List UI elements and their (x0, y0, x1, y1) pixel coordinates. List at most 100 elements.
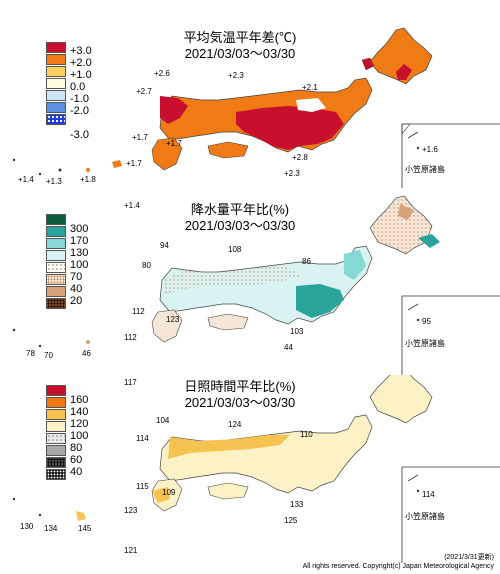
legend-label: 70 (70, 271, 83, 283)
temperature-title: 平均気温平年差(℃) 2021/03/03～03/30 (170, 30, 310, 62)
station-value: +1.7 (166, 139, 182, 148)
station-value: 103 (290, 327, 304, 336)
station-value: +1.3 (46, 177, 62, 186)
legend-label: 100 (70, 430, 89, 442)
legend-swatch (46, 274, 66, 285)
station-value: +1.8 (80, 175, 96, 184)
station-value: 95 (422, 317, 431, 326)
legend-label: -3.0 (70, 129, 89, 141)
station-value: 114 (422, 490, 435, 499)
legend-swatch (46, 54, 66, 65)
station-value: +2.1 (302, 83, 318, 92)
station-value: +1.4 (124, 201, 140, 210)
legend-label: +1.0 (70, 69, 92, 81)
legend-swatch (46, 214, 66, 225)
legend-swatch (46, 298, 66, 309)
station-value: 94 (160, 241, 169, 250)
station-value: +1.6 (422, 145, 438, 154)
station-value: +2.3 (228, 71, 244, 80)
legend-label: 160 (70, 394, 89, 406)
ogasawara-label: 小笠原諸島 (405, 339, 445, 348)
map-period: 2021/03/03～03/30 (184, 218, 296, 233)
legend-swatch (46, 469, 66, 480)
station-value: +1.7 (132, 133, 148, 142)
copyright: All rights reserved. Copyright(c) Japan … (302, 563, 494, 570)
station-value: 110 (300, 430, 313, 439)
legend-label: 170 (70, 235, 89, 247)
station-value: 114 (136, 434, 149, 443)
station-value: 112 (132, 307, 145, 316)
legend-label: 120 (70, 418, 89, 430)
map-title: 平均気温平年差(℃) (183, 30, 297, 45)
ogasawara-label: 小笠原諸島 (405, 165, 445, 174)
legend-label: 40 (70, 466, 83, 478)
ogasawara-label: 小笠原諸島 (405, 512, 445, 521)
legend-label: +2.0 (70, 57, 92, 69)
sunshine-panel: 160 140 120 100 80 60 40 日照時間平年比(%) 2021… (0, 375, 500, 563)
map-period: 2021/03/03～03/30 (184, 395, 296, 410)
legend-label: 100 (70, 259, 89, 271)
legend-swatch (46, 421, 66, 432)
station-value: +2.3 (284, 169, 300, 178)
legend-swatch (46, 409, 66, 420)
station-value: 123 (124, 506, 138, 515)
precipitation-map (12, 195, 500, 378)
legend-label: 130 (70, 247, 89, 259)
map-period: 2021/03/03～03/30 (184, 46, 296, 61)
station-value: 104 (156, 416, 170, 425)
legend-swatch (46, 457, 66, 468)
station-value: 117 (124, 378, 137, 387)
station-value: 46 (82, 349, 91, 358)
temperature-map (12, 27, 500, 188)
station-value: 44 (284, 343, 293, 352)
legend-swatch (46, 397, 66, 408)
legend-swatch (46, 238, 66, 249)
precipitation-panel: 300 170 130 100 70 40 20 降水量平年比(%) 2021/… (0, 190, 500, 378)
station-value: 124 (228, 420, 242, 429)
precipitation-title: 降水量平年比(%) 2021/03/03～03/30 (170, 202, 310, 234)
legend-swatch (46, 90, 66, 101)
station-value: 123 (166, 315, 180, 324)
legend-swatch (46, 385, 66, 396)
station-value: +2.8 (292, 153, 308, 162)
legend-swatch (46, 66, 66, 77)
station-value: 70 (44, 351, 53, 360)
legend-label: 300 (70, 223, 89, 235)
legend-label: 80 (70, 442, 83, 454)
temperature-panel: +3.0 +2.0 +1.0 0.0 -1.0 -2.0 -3.0 平均気温平年… (0, 0, 500, 210)
legend-label: -2.0 (70, 105, 89, 117)
legend-swatch (46, 226, 66, 237)
station-value: +2.7 (136, 87, 152, 96)
legend-label: +3.0 (70, 45, 92, 57)
station-value: 115 (136, 482, 149, 491)
station-value: 121 (124, 546, 138, 555)
station-value: +2.6 (154, 69, 170, 78)
station-value: +1.7 (126, 159, 142, 168)
station-value: 86 (302, 257, 311, 266)
station-value: +1.4 (18, 175, 34, 184)
legend-label: 60 (70, 454, 83, 466)
station-value: 130 (20, 522, 34, 531)
station-value: 109 (162, 488, 176, 497)
station-value: 125 (284, 516, 298, 525)
legend-label: 140 (70, 406, 89, 418)
station-value: 112 (124, 333, 137, 342)
legend-swatch (46, 262, 66, 273)
station-value: 134 (44, 524, 58, 533)
sunshine-map (12, 375, 500, 563)
station-value: 78 (26, 349, 35, 358)
map-title: 日照時間平年比(%) (184, 379, 296, 394)
station-value: 133 (290, 500, 304, 509)
station-value: 80 (142, 261, 151, 270)
legend-label: 0.0 (70, 81, 86, 93)
legend-swatch (46, 102, 66, 113)
legend-swatch (46, 286, 66, 297)
update-date: (2021/3/31更新) (444, 554, 494, 561)
legend-swatch (46, 114, 66, 125)
legend-swatch (46, 445, 66, 456)
legend-swatch (46, 250, 66, 261)
station-value: 145 (78, 524, 92, 533)
map-title: 降水量平年比(%) (190, 202, 290, 217)
legend-swatch (46, 42, 66, 53)
sunshine-title: 日照時間平年比(%) 2021/03/03～03/30 (170, 379, 310, 411)
